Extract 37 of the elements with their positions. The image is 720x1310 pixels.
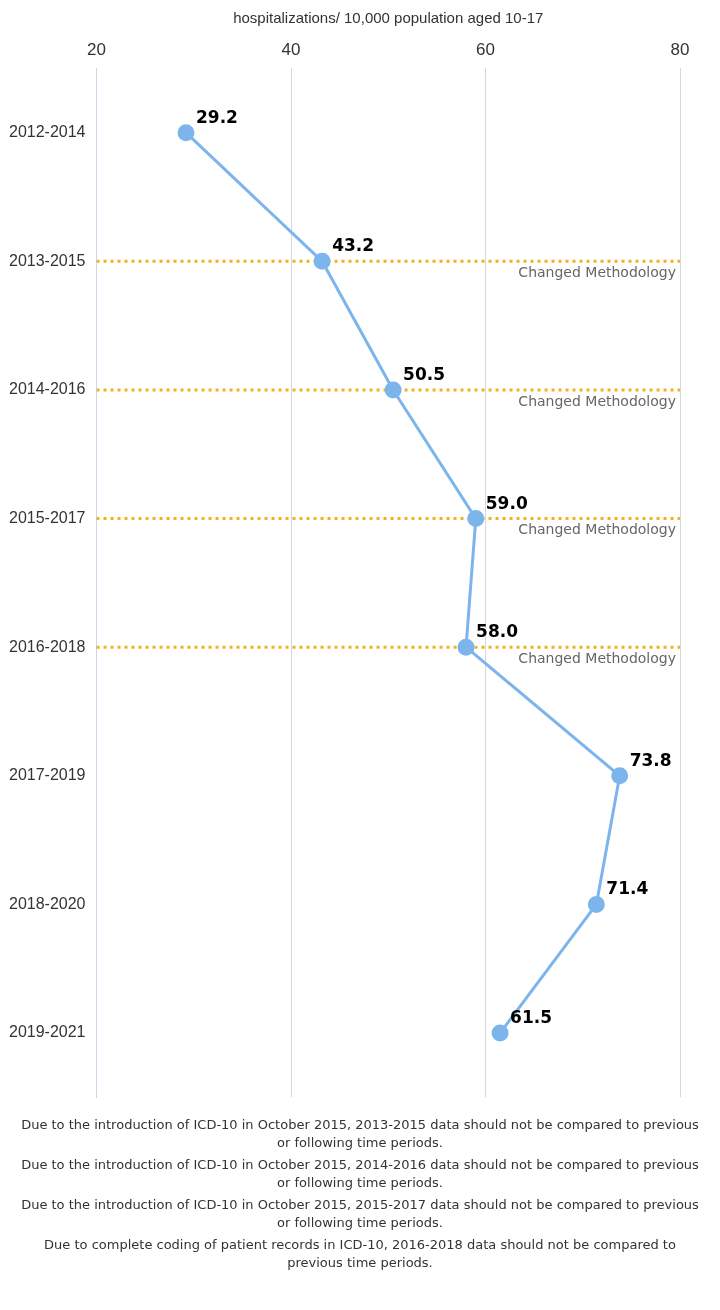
y-tick-label: 2018-2020 bbox=[9, 894, 86, 912]
x-tick-label: 60 bbox=[476, 39, 495, 59]
y-tick-label: 2013-2015 bbox=[9, 251, 86, 269]
text: Due to the introduction of ICD-10 in October 2015, 2013-2015 data should not be compared to previous or following time periods. bbox=[20, 1116, 700, 1152]
y-tick-label: 2014-2016 bbox=[9, 380, 86, 398]
y-tick-label: 2019-2021 bbox=[9, 1023, 86, 1041]
point bbox=[313, 252, 331, 270]
y-tick-label: 2012-2014 bbox=[9, 123, 86, 141]
ref-line-label: Changed Methodology bbox=[518, 263, 676, 280]
text: 73.8 bbox=[629, 749, 672, 770]
ref-line-label: Changed Methodology bbox=[518, 392, 676, 409]
point bbox=[587, 895, 605, 913]
point bbox=[457, 638, 475, 656]
point bbox=[177, 124, 195, 142]
text: 59.0 bbox=[485, 492, 528, 513]
x-tick-label: 20 bbox=[87, 39, 106, 59]
y-tick-label: 2017-2019 bbox=[9, 766, 86, 784]
text: 58.0 bbox=[476, 621, 519, 642]
x-axis-title: hospitalizations/ 10,000 population aged 10-17 bbox=[233, 9, 544, 27]
text: 71.4 bbox=[606, 878, 649, 899]
text: Due to complete coding of patient records in ICD-10, 2016-2018 data should not be compared to previous time periods. bbox=[43, 1236, 677, 1272]
point bbox=[611, 767, 629, 785]
y-tick-label: 2015-2017 bbox=[9, 508, 86, 526]
text: 29.2 bbox=[195, 106, 238, 127]
point bbox=[467, 510, 485, 528]
text: 61.5 bbox=[510, 1007, 553, 1028]
x-tick-label: 40 bbox=[281, 39, 301, 59]
ref-line-label: Changed Methodology bbox=[518, 649, 676, 666]
y-tick-label: 2016-2018 bbox=[9, 637, 86, 655]
ref-line-label: Changed Methodology bbox=[518, 521, 676, 538]
text: 50.5 bbox=[403, 363, 446, 384]
text: 43.2 bbox=[332, 235, 375, 256]
text: Due to the introduction of ICD-10 in October 2015, 2015-2017 data should not be compared to previous or following time periods. bbox=[20, 1196, 700, 1232]
point bbox=[384, 381, 402, 399]
x-tick-label: 80 bbox=[670, 39, 690, 59]
text: Due to the introduction of ICD-10 in October 2015, 2014-2016 data should not be compared to previous or following time periods. bbox=[20, 1156, 700, 1192]
point bbox=[491, 1024, 509, 1042]
